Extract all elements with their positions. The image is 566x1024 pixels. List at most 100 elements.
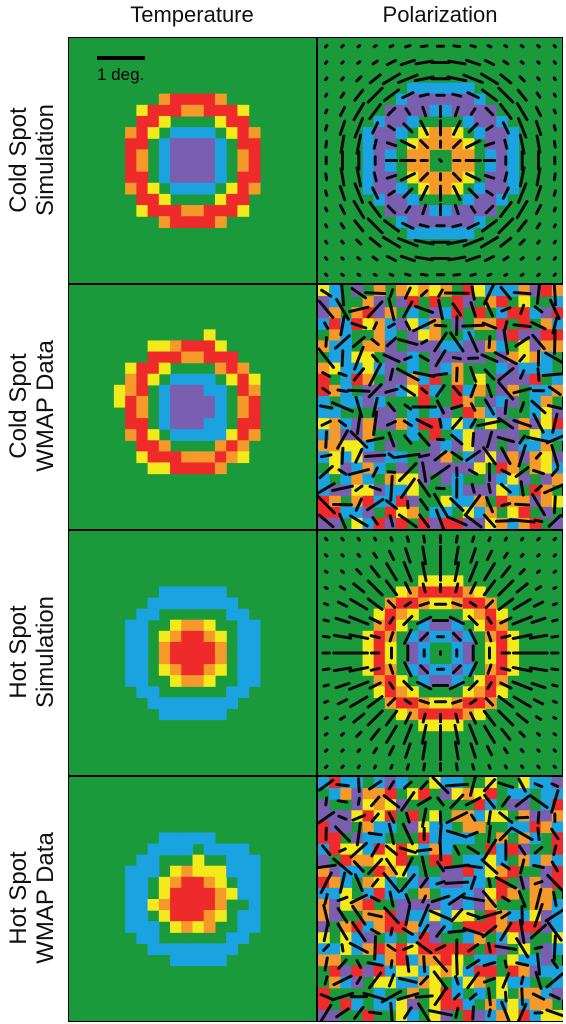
polarization-stick	[501, 895, 511, 903]
map-pixel	[496, 843, 508, 856]
polarization-stick	[451, 356, 462, 361]
map-pixel	[384, 160, 397, 173]
map-pixel	[440, 407, 453, 419]
polarization-stick	[467, 331, 479, 353]
map-pixel	[125, 407, 137, 419]
polarization-stick	[338, 105, 347, 118]
polarization-stick	[483, 793, 496, 809]
map-pixel	[462, 418, 475, 430]
polarization-stick	[323, 748, 329, 753]
map-pixel	[351, 440, 364, 452]
map-pixel	[136, 619, 149, 632]
polarization-stick	[450, 908, 464, 923]
polarization-stick	[552, 108, 557, 115]
map-pixel	[395, 182, 408, 195]
map-pixel	[551, 418, 563, 430]
polarization-stick	[416, 615, 433, 626]
map-pixel	[214, 149, 227, 162]
map-pixel	[407, 865, 419, 878]
map-pixel	[429, 104, 442, 117]
polarization-stick	[338, 185, 347, 202]
map-pixel	[451, 429, 464, 441]
polarization-stick	[453, 561, 461, 583]
temperature-panel-hot-spot-wmap	[69, 777, 316, 1021]
map-pixel	[214, 171, 227, 184]
map-pixel	[418, 517, 430, 529]
polarization-stick	[387, 297, 396, 322]
polarization-stick	[389, 763, 394, 770]
polarization-stick	[484, 106, 495, 117]
polarization-stick	[430, 464, 451, 480]
map-pixel	[237, 104, 250, 117]
map-pixel	[147, 686, 160, 698]
map-pixel	[181, 910, 194, 922]
map-pixel	[329, 810, 341, 822]
map-pixel	[462, 171, 475, 184]
polarization-stick	[451, 601, 463, 608]
map-pixel	[147, 597, 160, 610]
map-pixel	[136, 664, 149, 676]
map-pixel	[318, 407, 330, 419]
map-pixel	[462, 160, 475, 173]
map-pixel	[496, 987, 508, 1000]
map-pixel	[181, 384, 194, 397]
polarization-stick	[453, 844, 461, 856]
map-pixel	[429, 285, 442, 297]
polarization-stick	[349, 841, 368, 859]
polarization-stick	[340, 732, 345, 737]
polarization-stick	[418, 453, 431, 459]
map-pixel	[529, 340, 542, 353]
polarization-stick	[372, 171, 378, 183]
map-pixel	[203, 641, 216, 654]
polarization-stick	[535, 167, 542, 187]
polarization-stick	[512, 597, 532, 611]
map-pixel	[429, 351, 442, 364]
polarization-stick	[340, 272, 345, 277]
polarization-stick	[528, 793, 549, 809]
polarization-stick	[348, 680, 370, 691]
polarization-stick	[355, 411, 362, 435]
map-pixel	[473, 384, 486, 397]
map-pixel	[485, 296, 497, 308]
map-pixel	[192, 93, 205, 106]
polarization-stick	[324, 239, 329, 245]
map-pixel	[395, 697, 408, 710]
polarization-stick	[385, 173, 398, 180]
map-pixel	[440, 440, 453, 452]
map-pixel	[384, 362, 397, 375]
map-pixel	[158, 708, 171, 721]
map-pixel	[407, 708, 419, 721]
map-pixel	[125, 127, 137, 139]
map-pixel	[329, 307, 341, 319]
polarization-stick	[340, 553, 345, 558]
map-pixel	[429, 664, 442, 676]
polarization-stick	[421, 545, 428, 566]
map-pixel	[170, 93, 182, 106]
map-pixel	[540, 810, 553, 822]
map-pixel	[507, 429, 520, 441]
polarization-stick	[551, 412, 559, 434]
map-pixel	[451, 227, 464, 240]
map-pixel	[518, 495, 531, 508]
map-pixel	[507, 843, 520, 856]
polarization-stick	[368, 971, 383, 990]
polarization-stick	[503, 959, 508, 969]
polarization-stick	[450, 416, 463, 430]
map-pixel	[440, 954, 453, 967]
polarization-stick	[385, 254, 398, 263]
map-pixel	[192, 418, 205, 430]
polarization-stick	[552, 844, 558, 856]
map-pixel	[429, 296, 442, 308]
map-pixel	[318, 821, 330, 834]
polarization-stick	[552, 239, 557, 245]
map-pixel	[407, 899, 419, 911]
map-pixel	[362, 182, 375, 195]
map-pixel	[136, 171, 149, 184]
polarization-stick	[364, 291, 387, 296]
map-pixel	[362, 296, 375, 308]
map-pixel	[462, 998, 475, 1011]
map-pixel	[473, 987, 486, 1000]
map-pixel	[373, 517, 386, 529]
map-pixel	[540, 329, 553, 342]
polarization-stick	[347, 468, 370, 477]
